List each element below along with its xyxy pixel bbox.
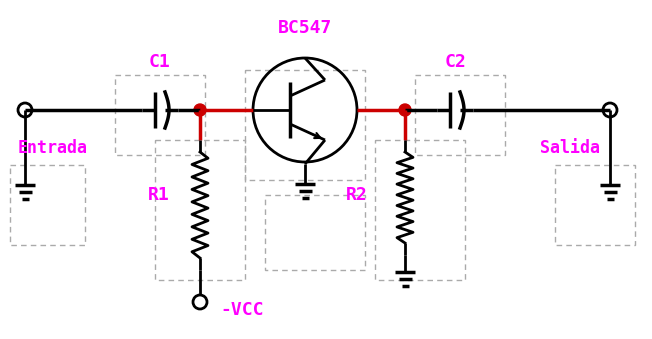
Bar bbox=[265, 195, 365, 270]
Text: R2: R2 bbox=[346, 186, 368, 204]
Text: -VCC: -VCC bbox=[220, 301, 263, 319]
Bar bbox=[375, 140, 465, 280]
Circle shape bbox=[399, 104, 411, 116]
Text: C2: C2 bbox=[444, 53, 466, 71]
Text: Entrada: Entrada bbox=[18, 139, 88, 157]
Bar bbox=[115, 75, 205, 155]
Text: R1: R1 bbox=[148, 186, 170, 204]
Bar bbox=[10, 165, 85, 245]
Bar bbox=[555, 165, 635, 245]
Bar bbox=[415, 75, 505, 155]
Text: Salida: Salida bbox=[540, 139, 600, 157]
Bar bbox=[155, 140, 245, 280]
Circle shape bbox=[194, 104, 206, 116]
Text: C1: C1 bbox=[149, 53, 171, 71]
Text: BC547: BC547 bbox=[278, 19, 332, 37]
Bar bbox=[245, 70, 365, 180]
